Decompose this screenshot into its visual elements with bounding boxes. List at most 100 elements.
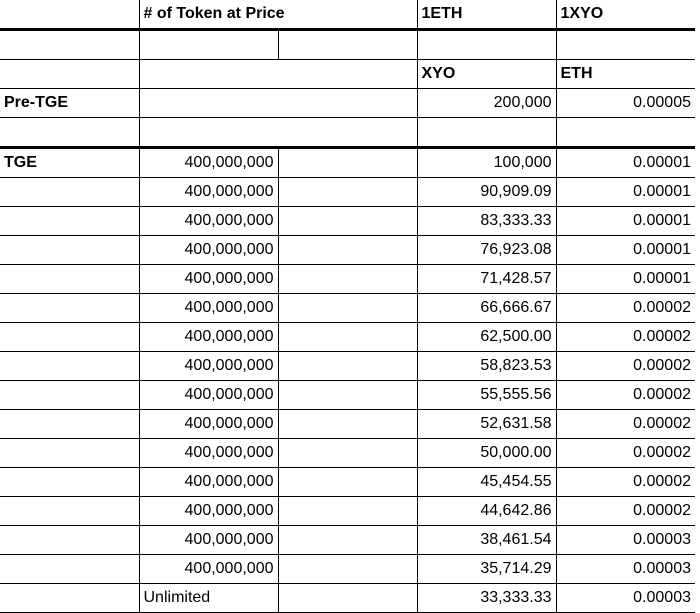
tier-eth-per-xyo: 0.00003 bbox=[555, 525, 695, 555]
table-cell bbox=[277, 29, 418, 60]
table-cell bbox=[277, 438, 418, 468]
table-cell bbox=[138, 29, 279, 60]
last-row: Unlimited 33,333.33 0.00003 bbox=[0, 583, 695, 613]
last-eth-per-xyo: 0.00003 bbox=[555, 583, 695, 613]
last-xyo-per-eth: 33,333.33 bbox=[416, 583, 557, 613]
table-cell bbox=[138, 117, 418, 149]
tier-tokens: 400,000,000 bbox=[138, 554, 279, 584]
table-cell bbox=[0, 29, 140, 60]
tier-xyo-per-eth: 71,428.57 bbox=[416, 264, 557, 294]
table-cell bbox=[277, 380, 418, 410]
tier-tokens: 400,000,000 bbox=[138, 380, 279, 410]
table-cell bbox=[277, 554, 418, 584]
pre-tge-eth-per-xyo: 0.00005 bbox=[555, 88, 695, 118]
tier-xyo-per-eth: 38,461.54 bbox=[416, 525, 557, 555]
tier-xyo-per-eth: 55,555.56 bbox=[416, 380, 557, 410]
tier-tokens: 400,000,000 bbox=[138, 438, 279, 468]
tier-eth-per-xyo: 0.00002 bbox=[555, 438, 695, 468]
table-cell bbox=[555, 117, 695, 149]
header-tokens-at-price: # of Token at Price bbox=[138, 0, 418, 31]
table-cell bbox=[0, 293, 140, 323]
table-cell bbox=[0, 59, 140, 89]
header-1xyo: 1XYO bbox=[555, 0, 695, 31]
table-cell bbox=[277, 322, 418, 352]
table-cell bbox=[0, 496, 140, 526]
table-cell bbox=[277, 583, 418, 613]
tier-xyo-per-eth: 50,000.00 bbox=[416, 438, 557, 468]
table-cell bbox=[0, 467, 140, 497]
table-cell bbox=[0, 380, 140, 410]
tier-tokens: 400,000,000 bbox=[138, 177, 279, 207]
unit-xyo: XYO bbox=[416, 59, 557, 89]
tge-row: TGE 400,000,000 100,000 0.00001 bbox=[0, 147, 695, 178]
tier-tokens: 400,000,000 bbox=[138, 525, 279, 555]
table-cell bbox=[277, 496, 418, 526]
table-row: 400,000,000 55,555.56 0.00002 bbox=[0, 380, 695, 410]
header-row: # of Token at Price 1ETH 1XYO bbox=[0, 0, 695, 31]
table-cell bbox=[277, 467, 418, 497]
tier-tokens: 400,000,000 bbox=[138, 467, 279, 497]
tier-eth-per-xyo: 0.00001 bbox=[555, 177, 695, 207]
table-cell bbox=[277, 235, 418, 265]
tier-eth-per-xyo: 0.00002 bbox=[555, 351, 695, 381]
table-cell bbox=[0, 117, 140, 149]
tier-tokens: 400,000,000 bbox=[138, 293, 279, 323]
tier-xyo-per-eth: 52,631.58 bbox=[416, 409, 557, 439]
empty-row bbox=[0, 117, 695, 149]
tier-eth-per-xyo: 0.00002 bbox=[555, 293, 695, 323]
table-cell bbox=[0, 409, 140, 439]
table-cell bbox=[277, 177, 418, 207]
table-cell bbox=[277, 409, 418, 439]
tier-eth-per-xyo: 0.00002 bbox=[555, 322, 695, 352]
pre-tge-xyo-per-eth: 200,000 bbox=[416, 88, 557, 118]
tier-tokens: 400,000,000 bbox=[138, 235, 279, 265]
unit-eth: ETH bbox=[555, 59, 695, 89]
table-cell bbox=[277, 264, 418, 294]
table-row: 400,000,000 83,333.33 0.00001 bbox=[0, 206, 695, 236]
header-blank-cell bbox=[0, 0, 140, 31]
table-row: 400,000,000 35,714.29 0.00003 bbox=[0, 554, 695, 584]
tier-tokens: 400,000,000 bbox=[138, 409, 279, 439]
tier-xyo-per-eth: 66,666.67 bbox=[416, 293, 557, 323]
tier-tokens: 400,000,000 bbox=[138, 351, 279, 381]
tge-eth-per-xyo: 0.00001 bbox=[555, 147, 695, 178]
tier-eth-per-xyo: 0.00002 bbox=[555, 467, 695, 497]
table-row: 400,000,000 44,642.86 0.00002 bbox=[0, 496, 695, 526]
table-cell bbox=[277, 293, 418, 323]
pre-tge-label: Pre-TGE bbox=[0, 88, 140, 118]
tier-xyo-per-eth: 62,500.00 bbox=[416, 322, 557, 352]
table-cell bbox=[0, 351, 140, 381]
table-row: 400,000,000 62,500.00 0.00002 bbox=[0, 322, 695, 352]
empty-row bbox=[0, 29, 695, 60]
table-cell bbox=[416, 29, 557, 60]
header-1eth: 1ETH bbox=[416, 0, 557, 31]
tier-eth-per-xyo: 0.00002 bbox=[555, 409, 695, 439]
tier-xyo-per-eth: 58,823.53 bbox=[416, 351, 557, 381]
table-cell bbox=[138, 59, 418, 89]
table-row: 400,000,000 52,631.58 0.00002 bbox=[0, 409, 695, 439]
table-row: 400,000,000 58,823.53 0.00002 bbox=[0, 351, 695, 381]
tier-tokens: 400,000,000 bbox=[138, 322, 279, 352]
tge-tokens: 400,000,000 bbox=[138, 147, 279, 178]
pre-tge-row: Pre-TGE 200,000 0.00005 bbox=[0, 88, 695, 118]
table-cell bbox=[0, 438, 140, 468]
tier-tokens: 400,000,000 bbox=[138, 206, 279, 236]
tier-eth-per-xyo: 0.00002 bbox=[555, 496, 695, 526]
table-row: 400,000,000 90,909.09 0.00001 bbox=[0, 177, 695, 207]
tier-xyo-per-eth: 76,923.08 bbox=[416, 235, 557, 265]
tier-eth-per-xyo: 0.00002 bbox=[555, 380, 695, 410]
table-cell bbox=[277, 147, 418, 178]
tge-label: TGE bbox=[0, 147, 140, 178]
table-cell bbox=[0, 235, 140, 265]
tier-xyo-per-eth: 83,333.33 bbox=[416, 206, 557, 236]
table-cell bbox=[138, 88, 418, 118]
table-cell bbox=[0, 554, 140, 584]
table-cell bbox=[277, 525, 418, 555]
units-row: XYO ETH bbox=[0, 59, 695, 89]
table-cell bbox=[555, 29, 695, 60]
table-cell bbox=[0, 583, 140, 613]
table-cell bbox=[0, 525, 140, 555]
table-row: 400,000,000 45,454.55 0.00002 bbox=[0, 467, 695, 497]
table-cell bbox=[0, 264, 140, 294]
